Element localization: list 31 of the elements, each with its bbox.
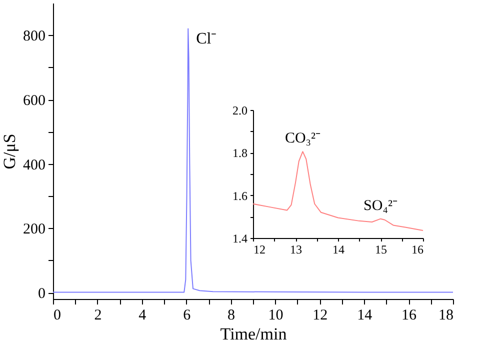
y-tick-label: 1.6 (232, 188, 248, 203)
x-tick-label: 8 (228, 308, 236, 324)
x-tick-label: 14 (332, 242, 344, 256)
x-tick-label: 2 (94, 308, 102, 324)
y-axis-title: G/μS (0, 134, 19, 170)
x-tick-label: 18 (438, 308, 454, 324)
y-tick-label: 800 (23, 28, 46, 45)
x-tick-label: 15 (375, 242, 387, 256)
y-tick-label: 1.4 (232, 232, 248, 246)
annotation: Cl⁻ (196, 30, 216, 48)
x-tick-label: 16 (402, 308, 418, 324)
y-tick-label: 0 (38, 286, 46, 302)
x-tick-label: 12 (312, 308, 328, 324)
x-tick-label: 14 (357, 308, 373, 324)
annotation: CO₃²⁻ (284, 130, 321, 147)
x-tick-label: 6 (183, 308, 192, 324)
x-tick-label: 13 (290, 242, 302, 256)
x-tick-label: 12 (254, 242, 266, 256)
x-tick-label: 10 (268, 308, 284, 324)
y-tick-label: 1.8 (232, 146, 248, 160)
x-tick-label: 0 (54, 308, 61, 324)
y-tick-label: 600 (23, 93, 46, 110)
y-tick-label: 200 (23, 222, 46, 238)
annotation: SO₄²⁻ (364, 198, 398, 214)
y-tick-label: 400 (23, 157, 46, 174)
x-tick-label: 16 (412, 242, 424, 256)
x-axis-title: Time/min (220, 324, 288, 344)
line-series (53, 28, 453, 293)
line-series (252, 151, 424, 232)
x-tick-label: 4 (138, 308, 147, 324)
y-tick-label: 2.0 (232, 104, 248, 118)
